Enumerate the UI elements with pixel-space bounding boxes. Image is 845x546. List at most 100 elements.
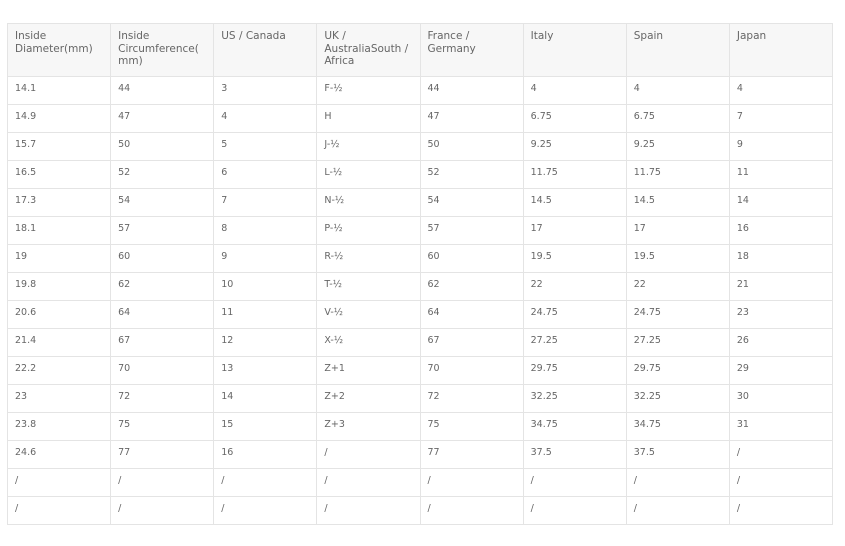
- cell-uk-australia-south-africa: /: [316, 468, 421, 497]
- table-row: 14.1 44 3 F-½ 44 4 4 4: [6, 76, 834, 105]
- cell-inside-circumference: 70: [110, 356, 215, 385]
- cell-france-germany: 44: [419, 76, 524, 105]
- cell-inside-circumference: 44: [110, 76, 215, 105]
- header-inside-diameter: Inside Diameter(mm): [6, 23, 112, 77]
- cell-spain: /: [625, 468, 730, 497]
- cell-uk-australia-south-africa: T-½: [316, 272, 421, 301]
- table-row: 20.6 64 11 V-½ 64 24.75 24.75 23: [6, 300, 834, 329]
- cell-france-germany: 60: [419, 244, 524, 273]
- cell-italy: 19.5: [522, 244, 627, 273]
- table-header: Inside Diameter(mm) Inside Circumference…: [6, 23, 834, 77]
- table-row: 22.2 70 13 Z+1 70 29.75 29.75 29: [6, 356, 834, 385]
- cell-us-canada: /: [213, 468, 318, 497]
- header-row: Inside Diameter(mm) Inside Circumference…: [6, 23, 834, 77]
- cell-japan: 23: [728, 300, 834, 329]
- cell-inside-diameter: 23: [6, 384, 112, 413]
- table-row: / / / / / / / /: [6, 496, 834, 525]
- cell-uk-australia-south-africa: J-½: [316, 132, 421, 161]
- cell-japan: /: [728, 440, 834, 469]
- cell-inside-circumference: 50: [110, 132, 215, 161]
- cell-france-germany: 62: [419, 272, 524, 301]
- cell-japan: /: [728, 468, 834, 497]
- cell-japan: 14: [728, 188, 834, 217]
- table-row: 17.3 54 7 N-½ 54 14.5 14.5 14: [6, 188, 834, 217]
- cell-inside-diameter: 24.6: [6, 440, 112, 469]
- cell-uk-australia-south-africa: P-½: [316, 216, 421, 245]
- table-row: 15.7 50 5 J-½ 50 9.25 9.25 9: [6, 132, 834, 161]
- cell-uk-australia-south-africa: Z+2: [316, 384, 421, 413]
- cell-japan: 4: [728, 76, 834, 105]
- header-italy: Italy: [522, 23, 627, 77]
- cell-italy: 32.25: [522, 384, 627, 413]
- cell-us-canada: 16: [213, 440, 318, 469]
- cell-us-canada: 7: [213, 188, 318, 217]
- cell-japan: /: [728, 496, 834, 525]
- cell-inside-circumference: 67: [110, 328, 215, 357]
- cell-us-canada: 6: [213, 160, 318, 189]
- cell-inside-diameter: 19: [6, 244, 112, 273]
- cell-us-canada: 14: [213, 384, 318, 413]
- cell-spain: 14.5: [625, 188, 730, 217]
- cell-uk-australia-south-africa: F-½: [316, 76, 421, 105]
- cell-uk-australia-south-africa: X-½: [316, 328, 421, 357]
- cell-italy: 9.25: [522, 132, 627, 161]
- cell-japan: 7: [728, 104, 834, 133]
- cell-spain: 37.5: [625, 440, 730, 469]
- cell-inside-diameter: /: [6, 468, 112, 497]
- cell-uk-australia-south-africa: N-½: [316, 188, 421, 217]
- header-us-canada: US / Canada: [213, 23, 318, 77]
- cell-spain: 24.75: [625, 300, 730, 329]
- cell-france-germany: /: [419, 468, 524, 497]
- cell-inside-diameter: 23.8: [6, 412, 112, 441]
- cell-us-canada: 11: [213, 300, 318, 329]
- cell-france-germany: 77: [419, 440, 524, 469]
- cell-japan: 11: [728, 160, 834, 189]
- cell-uk-australia-south-africa: H: [316, 104, 421, 133]
- table-row: 23.8 75 15 Z+3 75 34.75 34.75 31: [6, 412, 834, 441]
- cell-spain: 6.75: [625, 104, 730, 133]
- cell-inside-circumference: 64: [110, 300, 215, 329]
- cell-japan: 9: [728, 132, 834, 161]
- cell-france-germany: 64: [419, 300, 524, 329]
- cell-inside-diameter: 20.6: [6, 300, 112, 329]
- cell-us-canada: 3: [213, 76, 318, 105]
- cell-spain: 9.25: [625, 132, 730, 161]
- cell-us-canada: 4: [213, 104, 318, 133]
- cell-inside-diameter: 21.4: [6, 328, 112, 357]
- cell-france-germany: /: [419, 496, 524, 525]
- cell-spain: 32.25: [625, 384, 730, 413]
- cell-inside-diameter: /: [6, 496, 112, 525]
- cell-japan: 30: [728, 384, 834, 413]
- cell-france-germany: 54: [419, 188, 524, 217]
- cell-spain: 29.75: [625, 356, 730, 385]
- cell-spain: 34.75: [625, 412, 730, 441]
- cell-inside-diameter: 22.2: [6, 356, 112, 385]
- header-spain: Spain: [625, 23, 730, 77]
- cell-spain: 4: [625, 76, 730, 105]
- cell-us-canada: 12: [213, 328, 318, 357]
- cell-us-canada: 5: [213, 132, 318, 161]
- cell-france-germany: 52: [419, 160, 524, 189]
- cell-france-germany: 47: [419, 104, 524, 133]
- cell-inside-circumference: 75: [110, 412, 215, 441]
- cell-inside-diameter: 14.9: [6, 104, 112, 133]
- ring-size-table: Inside Diameter(mm) Inside Circumference…: [6, 23, 834, 525]
- table-row: 19 60 9 R-½ 60 19.5 19.5 18: [6, 244, 834, 273]
- cell-france-germany: 67: [419, 328, 524, 357]
- cell-italy: 6.75: [522, 104, 627, 133]
- cell-japan: 18: [728, 244, 834, 273]
- cell-inside-circumference: 62: [110, 272, 215, 301]
- table-body: 14.1 44 3 F-½ 44 4 4 4 14.9 47 4 H 47 6.75 6.75 7 15.7 50…: [6, 76, 834, 525]
- cell-japan: 21: [728, 272, 834, 301]
- table-row: / / / / / / / /: [6, 468, 834, 497]
- cell-us-canada: /: [213, 496, 318, 525]
- cell-italy: 27.25: [522, 328, 627, 357]
- cell-italy: /: [522, 496, 627, 525]
- cell-italy: 24.75: [522, 300, 627, 329]
- cell-inside-circumference: /: [110, 468, 215, 497]
- cell-spain: 27.25: [625, 328, 730, 357]
- cell-inside-diameter: 18.1: [6, 216, 112, 245]
- cell-spain: 17: [625, 216, 730, 245]
- cell-japan: 31: [728, 412, 834, 441]
- cell-france-germany: 75: [419, 412, 524, 441]
